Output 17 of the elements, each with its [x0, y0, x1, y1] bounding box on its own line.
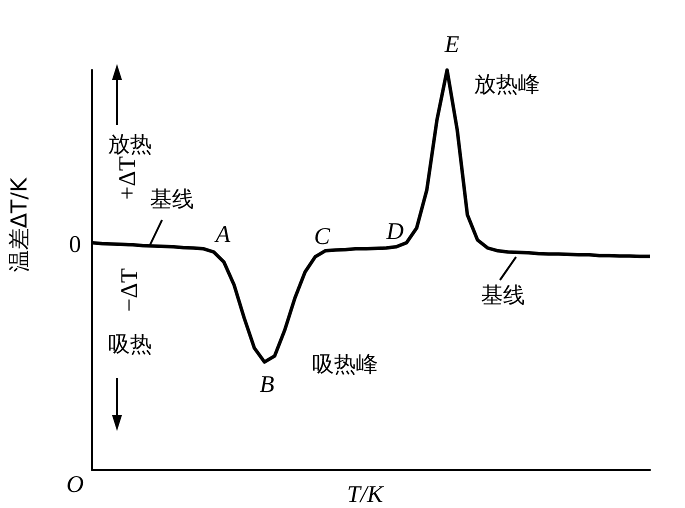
text: E	[444, 32, 460, 58]
annotation: B	[260, 372, 275, 398]
annotation: 基线	[150, 188, 194, 212]
annotation: D	[385, 219, 404, 245]
annotation: 放热	[108, 132, 152, 158]
annotation: A	[214, 222, 231, 248]
annotation: 吸热峰	[312, 352, 378, 378]
annotation: 放热峰	[474, 72, 540, 98]
annotation: +ΔT	[115, 156, 141, 200]
annotation: 吸热	[108, 332, 152, 358]
annotation: −ΔT	[117, 268, 143, 312]
text: 0	[69, 232, 81, 258]
text: O	[66, 472, 84, 498]
x-axis-title: T/K	[346, 482, 385, 508]
annotation: 基线	[481, 284, 525, 308]
y-axis-title: 温差ΔT/K	[8, 177, 32, 272]
annotation: C	[314, 224, 331, 250]
